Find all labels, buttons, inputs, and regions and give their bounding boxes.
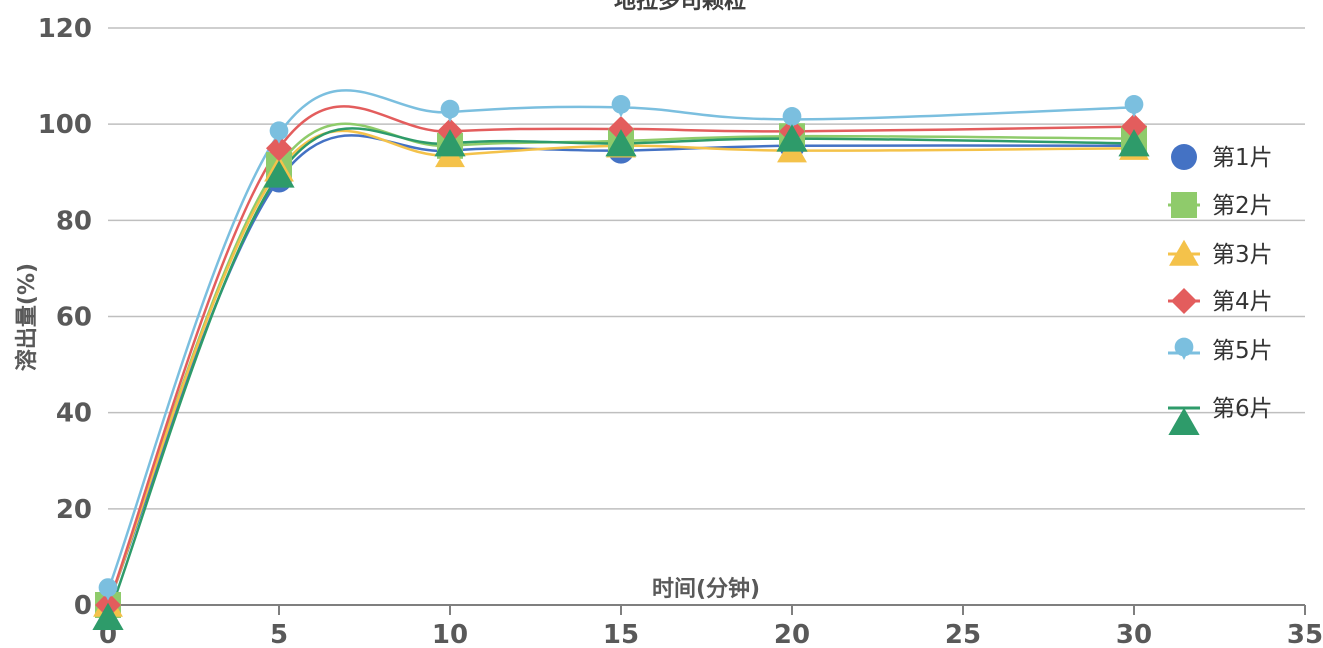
data-point-series-6-x-0: [92, 602, 124, 631]
data-point-series-6-x-20: [776, 124, 808, 152]
legend-label: 第1片: [1212, 145, 1273, 171]
y-axis-title: 溶出量(%): [14, 263, 40, 371]
y-tick-label: 80: [56, 206, 92, 236]
y-tick-label: 120: [38, 14, 92, 44]
legend-item-3: 第3片: [1168, 239, 1273, 268]
legend-marker-sample: [1171, 144, 1197, 170]
data-point-series-5-x-5: [269, 121, 289, 144]
data-point-series-6-x-10: [434, 129, 466, 157]
legend-label: 第5片: [1212, 338, 1273, 364]
data-point-series-6-x-30: [1118, 129, 1150, 157]
data-point-series-4-x-5: [266, 135, 292, 162]
legend-marker-sample: [1171, 192, 1197, 218]
y-tick-label: 100: [38, 110, 92, 140]
data-point-series-4-x-30: [1121, 113, 1147, 140]
legend-item-4: 第4片: [1168, 288, 1273, 315]
data-point-series-5-x-0: [98, 578, 118, 601]
legend-marker-sample: [1168, 407, 1200, 435]
data-point-series-6-x-15: [605, 129, 637, 157]
legend-item-2: 第2片: [1168, 192, 1273, 219]
x-tick-label: 10: [432, 620, 468, 644]
data-point-series-6-x-5: [263, 160, 295, 188]
y-tick-label: 20: [56, 495, 92, 525]
x-tick-label: 15: [603, 620, 639, 644]
legend-marker-sample: [1174, 337, 1194, 360]
series-line-4: [106, 105, 1135, 606]
data-point-series-5-x-15: [611, 94, 631, 118]
gridlines: [108, 27, 1305, 510]
legend-item-5: 第5片: [1168, 337, 1273, 364]
x-tick-label: 30: [1116, 620, 1152, 644]
data-point-series-4-x-15: [608, 115, 634, 142]
data-point-series-5-x-10: [440, 99, 460, 123]
y-tick-label: 0: [74, 591, 92, 621]
series-line-3: [106, 129, 1135, 606]
data-markers: [92, 94, 1150, 631]
legend-label: 第2片: [1212, 193, 1273, 219]
x-tick-label: 20: [774, 620, 810, 644]
legend-label: 第6片: [1212, 396, 1273, 422]
legend-marker-sample: [1171, 288, 1197, 314]
legend-label: 第3片: [1212, 242, 1273, 268]
chart-title: 地拉多司颗粒: [614, 0, 746, 14]
x-tick-label: 5: [270, 620, 288, 644]
series-line-5: [106, 89, 1135, 592]
legend-item-6: 第6片: [1168, 396, 1273, 435]
legend-marker-sample: [1169, 239, 1199, 266]
data-point-series-5-x-30: [1124, 94, 1144, 118]
legend-item-1: 第1片: [1171, 144, 1273, 171]
x-axis-title: 时间(分钟): [652, 576, 760, 602]
series-line-1: [106, 134, 1135, 606]
legend-label: 第4片: [1212, 289, 1273, 315]
y-tick-label: 60: [56, 303, 92, 333]
series-lines: [106, 89, 1135, 618]
x-tick-label: 35: [1287, 620, 1323, 644]
y-tick-label: 40: [56, 399, 92, 429]
series-line-6: [106, 127, 1135, 618]
x-tick-label: 25: [945, 620, 981, 644]
